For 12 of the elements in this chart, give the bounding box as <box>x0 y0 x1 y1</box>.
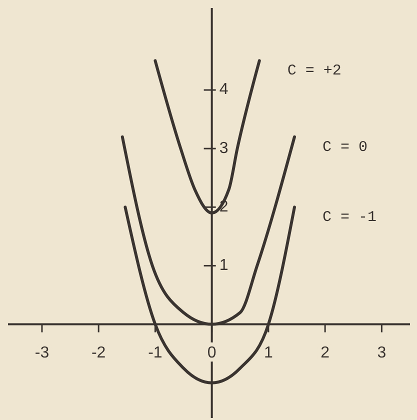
series-label: C = -1 <box>322 209 377 226</box>
x-tick-label: -2 <box>91 344 106 362</box>
x-tick-label: 3 <box>377 344 386 362</box>
y-tick-label: 3 <box>219 140 228 157</box>
series-label: C = 0 <box>322 138 368 156</box>
x-tick-label: 1 <box>264 344 273 362</box>
y-tick-label: 4 <box>219 81 228 98</box>
y-tick-label: 1 <box>219 256 228 274</box>
x-tick-label: -1 <box>148 344 162 362</box>
x-tick-label: -3 <box>34 344 50 362</box>
x-tick-label: 2 <box>320 344 330 362</box>
series-label: C = +2 <box>287 62 342 80</box>
